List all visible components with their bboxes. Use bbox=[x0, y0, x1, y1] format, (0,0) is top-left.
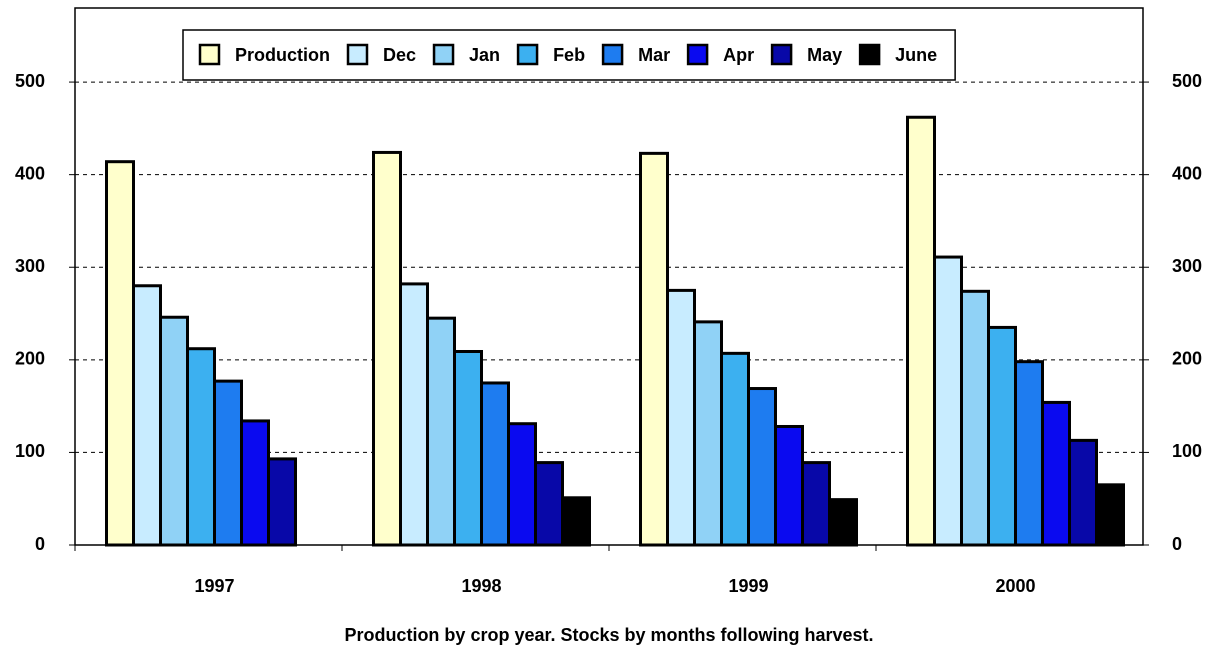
bar bbox=[132, 284, 162, 547]
legend-swatch bbox=[770, 43, 793, 66]
y2-tick-label: 0 bbox=[1172, 534, 1182, 554]
y-tick-label: 300 bbox=[15, 256, 45, 276]
bar bbox=[399, 282, 429, 547]
bar bbox=[561, 496, 591, 547]
y2-tick-label: 100 bbox=[1172, 441, 1202, 461]
legend bbox=[182, 29, 956, 81]
y-tick-label: 500 bbox=[15, 71, 45, 91]
bar bbox=[1068, 438, 1098, 547]
bar bbox=[774, 424, 804, 547]
bar bbox=[906, 115, 936, 547]
bar bbox=[1095, 483, 1125, 547]
bar bbox=[534, 461, 564, 547]
y-tick-label: 200 bbox=[15, 349, 45, 369]
y2-tick-label: 200 bbox=[1172, 349, 1202, 369]
legend-swatch bbox=[601, 43, 624, 66]
bar bbox=[480, 381, 510, 547]
legend-label: Production bbox=[235, 45, 330, 65]
bar bbox=[426, 316, 456, 547]
legend-label: Apr bbox=[723, 45, 754, 65]
y2-tick-label: 400 bbox=[1172, 163, 1202, 183]
bar bbox=[960, 289, 990, 547]
legend-label: Jan bbox=[469, 45, 500, 65]
legend-swatch bbox=[516, 43, 539, 66]
bar bbox=[240, 419, 270, 547]
bar bbox=[1014, 360, 1044, 547]
bar bbox=[105, 160, 135, 547]
y-tick-label: 400 bbox=[15, 163, 45, 183]
legend-label: Mar bbox=[638, 45, 670, 65]
bar bbox=[987, 325, 1017, 547]
bar bbox=[453, 349, 483, 547]
legend-label: June bbox=[895, 45, 937, 65]
x-tick-label: 1998 bbox=[461, 576, 501, 596]
bar bbox=[801, 461, 831, 547]
bar bbox=[693, 320, 723, 547]
x-axis-title: Production by crop year. Stocks by month… bbox=[344, 625, 873, 645]
legend-swatch bbox=[346, 43, 369, 66]
bar bbox=[828, 498, 858, 547]
y-tick-label: 100 bbox=[15, 441, 45, 461]
x-tick-label: 1999 bbox=[728, 576, 768, 596]
bar bbox=[1041, 400, 1071, 547]
x-tick-label: 2000 bbox=[995, 576, 1035, 596]
bar bbox=[267, 457, 297, 547]
bar bbox=[372, 150, 402, 547]
bar bbox=[747, 387, 777, 547]
bar bbox=[507, 422, 537, 547]
legend-swatch bbox=[858, 43, 881, 66]
y-tick-label: 0 bbox=[35, 534, 45, 554]
bar bbox=[639, 151, 669, 547]
x-tick-label: 1997 bbox=[194, 576, 234, 596]
legend-swatch bbox=[432, 43, 455, 66]
legend-label: Dec bbox=[383, 45, 416, 65]
legend-label: May bbox=[807, 45, 842, 65]
bar bbox=[213, 379, 243, 547]
legend-swatch bbox=[198, 43, 221, 66]
legend-swatch bbox=[686, 43, 709, 66]
bar bbox=[720, 351, 750, 547]
legend-label: Feb bbox=[553, 45, 585, 65]
bar bbox=[186, 347, 216, 547]
bar bbox=[666, 288, 696, 547]
bar bbox=[159, 315, 189, 547]
y2-tick-label: 500 bbox=[1172, 71, 1202, 91]
bar bbox=[933, 255, 963, 547]
y2-tick-label: 300 bbox=[1172, 256, 1202, 276]
